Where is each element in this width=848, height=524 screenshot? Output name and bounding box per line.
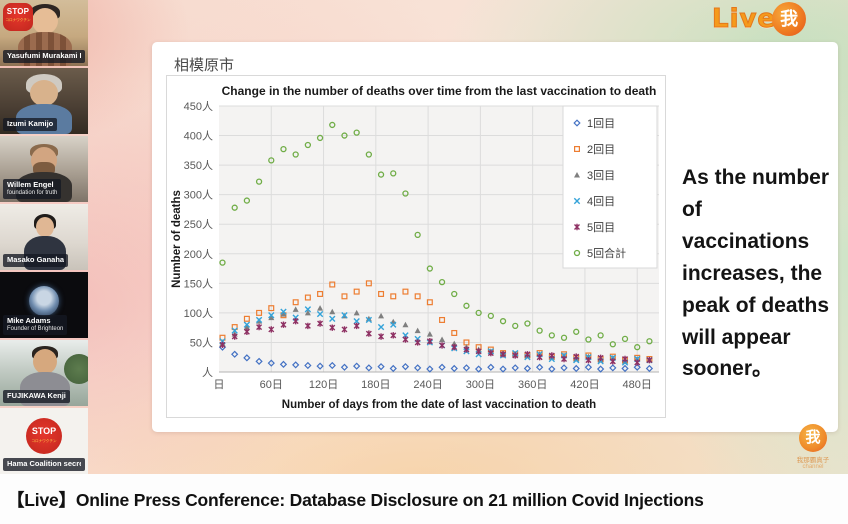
video-title: 【Live】Online Press Conference: Database … — [7, 489, 704, 510]
participant-name: Hama Coalition secretariat — [7, 460, 81, 469]
decor — [64, 354, 88, 384]
participant-name-label: Willem Engel foundation for truth — [3, 179, 62, 199]
stop-badge-text: STOP — [31, 426, 57, 436]
svg-text:Change in the number of deaths: Change in the number of deaths over time… — [222, 84, 657, 98]
live-label: Live — [711, 4, 777, 35]
svg-text:350人: 350人 — [184, 159, 213, 172]
svg-text:200人: 200人 — [184, 248, 213, 261]
avatar — [33, 349, 57, 374]
participant-name-label: Masako Ganaha — [3, 254, 69, 267]
svg-text:240日: 240日 — [413, 379, 442, 391]
svg-text:300人: 300人 — [184, 189, 213, 202]
participant-org: Founder of Brighteon — [7, 326, 64, 333]
channel-watermark: 我 我那覇真子 channel — [786, 424, 840, 470]
chart-annotation: As the number of vaccinations increases,… — [682, 166, 830, 381]
svg-text:360日: 360日 — [518, 379, 547, 391]
stop-vaccine-badge-icon: STOP コロナワクチン — [26, 418, 62, 454]
svg-text:5回合計: 5回合計 — [587, 246, 626, 260]
svg-text:Number of deaths: Number of deaths — [171, 190, 183, 288]
stop-badge-subtext: コロナワクチン — [31, 438, 57, 443]
stop-badge-text: STOP — [6, 7, 30, 16]
svg-text:480日: 480日 — [623, 379, 652, 391]
svg-text:日: 日 — [214, 379, 225, 391]
channel-name: 我那覇真子 — [796, 457, 830, 464]
svg-text:5回目: 5回目 — [587, 221, 615, 234]
participants-sidebar: STOP コロナワクチン Yasufumi Murakami Ph.D. Izu… — [0, 0, 88, 474]
participant-name: FUJIKAWA Kenji — [7, 392, 66, 401]
participant-name-label: FUJIKAWA Kenji — [3, 390, 70, 403]
svg-text:100人: 100人 — [184, 307, 213, 320]
participant-name: Masako Ganaha — [7, 256, 65, 265]
participant-video-tile[interactable]: Masako Ganaha — [0, 204, 88, 270]
participant-name-label: Yasufumi Murakami Ph.D. — [3, 50, 85, 63]
participant-name: Izumi Kamijo — [7, 120, 54, 129]
participant-org: foundation for truth — [7, 190, 58, 197]
avatar — [30, 80, 58, 106]
participant-video-tile[interactable]: STOP コロナワクチン Hama Coalition secretariat — [0, 408, 88, 474]
svg-text:4回目: 4回目 — [587, 195, 615, 208]
video-title-bar: 【Live】Online Press Conference: Database … — [0, 474, 848, 524]
presentation-slide: 相模原市 人 50人 100人 150人 200人 250人 300人 350人 400人 450… — [152, 42, 838, 432]
participant-video-tile[interactable]: STOP コロナワクチン Yasufumi Murakami Ph.D. — [0, 0, 88, 66]
participant-name: Willem Engel — [7, 181, 54, 190]
participant-name: Yasufumi Murakami Ph.D. — [7, 52, 81, 61]
svg-text:3回目: 3回目 — [587, 169, 615, 182]
svg-text:250人: 250人 — [184, 218, 213, 231]
participant-video-tile[interactable]: FUJIKAWA Kenji — [0, 340, 88, 406]
svg-text:Number of days from the date o: Number of days from the date of last vac… — [282, 399, 596, 411]
participant-name-label: Mike Adams Founder of Brighteon — [3, 315, 68, 335]
channel-logo-icon: 我 — [772, 2, 807, 36]
svg-text:300日: 300日 — [466, 379, 495, 391]
participant-name: Mike Adams — [7, 317, 51, 326]
participant-video-tile[interactable]: Mike Adams Founder of Brighteon — [0, 272, 88, 338]
svg-text:150人: 150人 — [184, 277, 213, 290]
svg-text:400人: 400人 — [184, 130, 213, 143]
participant-video-tile[interactable]: Izumi Kamijo — [0, 68, 88, 134]
avatar — [32, 8, 58, 34]
avatar — [36, 217, 54, 237]
city-label: 相模原市 — [174, 57, 235, 74]
svg-text:420日: 420日 — [570, 379, 599, 391]
channel-logo-icon: 我 — [799, 424, 827, 452]
svg-text:2回目: 2回目 — [587, 143, 615, 156]
deaths-scatter-chart: 人 50人 100人 150人 200人 250人 300人 350人 400人 450人日 60日… — [166, 75, 666, 418]
svg-text:180日: 180日 — [361, 379, 390, 391]
svg-text:60日: 60日 — [260, 379, 283, 391]
svg-text:50人: 50人 — [190, 336, 213, 349]
svg-text:450人: 450人 — [184, 100, 213, 113]
stop-vaccine-badge-icon: STOP コロナワクチン — [3, 3, 33, 31]
svg-text:120日: 120日 — [309, 379, 338, 391]
participant-video-tile[interactable]: Willem Engel foundation for truth — [0, 136, 88, 202]
participant-name-label: Hama Coalition secretariat — [3, 458, 85, 471]
avatar — [29, 286, 59, 316]
svg-text:人: 人 — [202, 366, 213, 379]
svg-text:1回目: 1回目 — [587, 117, 615, 130]
live-badge: Live 我 — [711, 2, 807, 36]
stop-badge-subtext: コロナワクチン — [5, 17, 31, 22]
participant-name-label: Izumi Kamijo — [3, 118, 58, 131]
channel-sub: channel — [802, 464, 824, 470]
